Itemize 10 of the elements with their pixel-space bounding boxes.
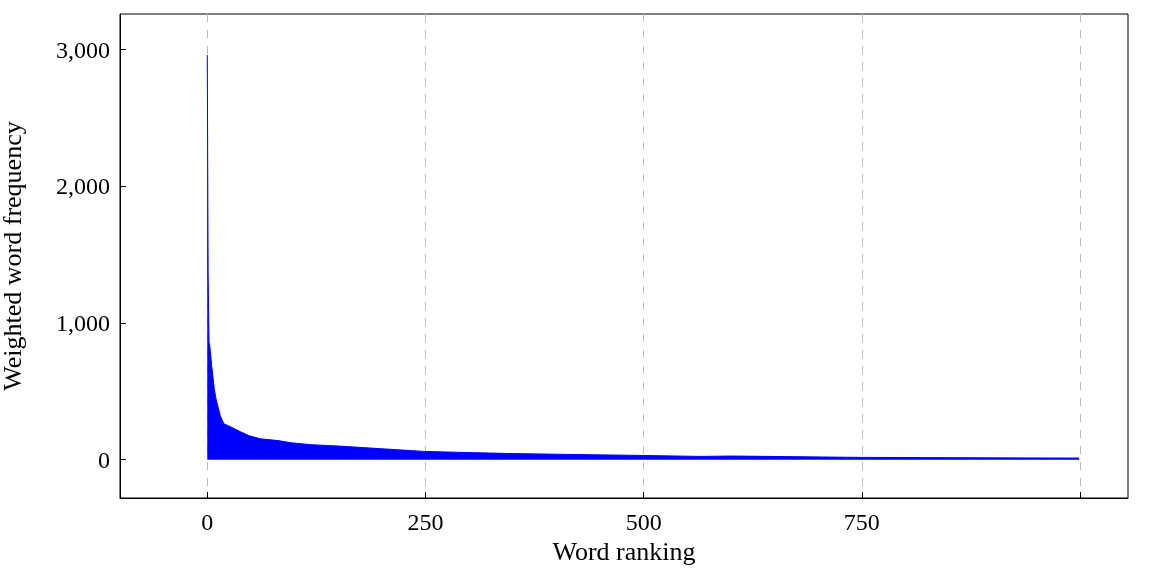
x-tick-label: 500 [625, 509, 662, 535]
y-tick-label: 2,000 [56, 173, 110, 200]
x-axis-title: Word ranking [552, 537, 696, 567]
y-axis-title: Weighted word frequency [0, 121, 27, 391]
y-tick-label: 0 [98, 446, 110, 473]
x-tick-label: 750 [843, 509, 880, 535]
y-tick-label: 3,000 [56, 36, 110, 63]
x-tick-label: 250 [407, 509, 444, 535]
x-tick-label: 0 [201, 509, 214, 535]
y-tick-label: 1,000 [56, 309, 110, 336]
